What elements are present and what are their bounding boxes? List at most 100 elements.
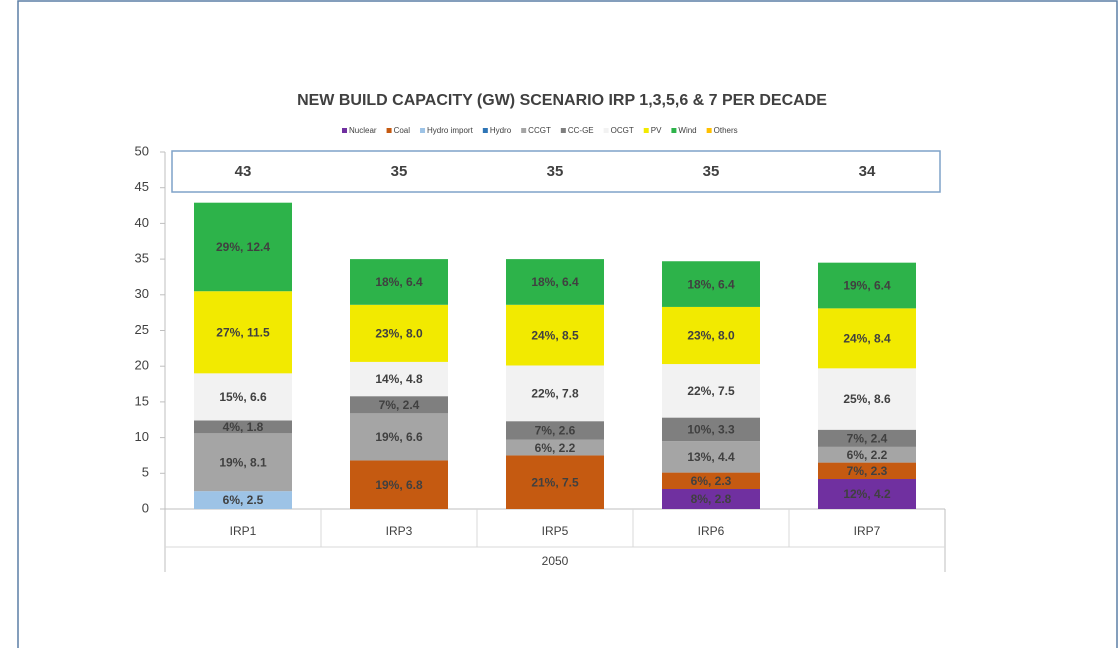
total-label: 35 xyxy=(391,163,408,180)
bar-segment xyxy=(662,489,760,509)
bar-segment xyxy=(506,365,604,422)
legend-swatch xyxy=(643,128,649,133)
bar-segment xyxy=(350,460,448,509)
x-tick-label: IRP1 xyxy=(230,524,257,538)
legend-swatch xyxy=(342,128,347,133)
legend-label: CC-GE xyxy=(568,126,594,135)
data-label: 22%, 7.5 xyxy=(687,384,735,398)
y-tick-label: 0 xyxy=(142,500,149,515)
bar-segment xyxy=(662,261,760,307)
data-label: 4%, 1.8 xyxy=(223,420,264,434)
group-label: 2050 xyxy=(542,554,569,568)
data-label: 7%, 2.4 xyxy=(379,398,420,412)
data-label: 29%, 12.4 xyxy=(216,240,270,254)
bar-segment xyxy=(506,455,604,509)
legend-label: Others xyxy=(714,126,738,135)
x-tick-label: IRP6 xyxy=(698,524,725,538)
legend-label: Hydro import xyxy=(427,126,474,135)
data-label: 24%, 8.5 xyxy=(531,328,579,342)
bar-segment xyxy=(350,413,448,461)
legend-label: Coal xyxy=(394,126,411,135)
bar-segment xyxy=(194,491,292,509)
y-tick-label: 35 xyxy=(135,251,149,266)
legend-swatch xyxy=(706,128,712,133)
data-label: 19%, 6.4 xyxy=(843,279,891,293)
data-label: 19%, 6.8 xyxy=(375,478,423,492)
data-label: 6%, 2.2 xyxy=(847,448,888,462)
bar-segment xyxy=(818,262,916,309)
data-label: 23%, 8.0 xyxy=(687,329,735,343)
bar-segment xyxy=(818,462,916,480)
y-tick-label: 50 xyxy=(135,143,149,158)
data-label: 6%, 2.5 xyxy=(223,493,264,507)
data-label: 13%, 4.4 xyxy=(687,450,735,464)
bar-segment xyxy=(818,368,916,430)
data-label: 23%, 8.0 xyxy=(375,327,423,341)
legend-swatch xyxy=(671,128,677,133)
chart-title: NEW BUILD CAPACITY (GW) SCENARIO IRP 1,3… xyxy=(297,92,827,109)
bar-segment xyxy=(818,446,916,463)
data-label: 18%, 6.4 xyxy=(531,275,579,289)
bar-segment xyxy=(350,259,448,305)
legend-label: Hydro xyxy=(490,126,512,135)
bar-segment xyxy=(662,364,760,418)
x-tick-label: IRP3 xyxy=(386,524,413,538)
bar-segment xyxy=(194,373,292,421)
data-label: 7%, 2.3 xyxy=(847,464,888,478)
data-label: 18%, 6.4 xyxy=(375,275,423,289)
legend-swatch xyxy=(603,128,609,133)
legend-swatch xyxy=(560,128,566,133)
legend-label: OCGT xyxy=(611,126,634,135)
legend-swatch xyxy=(386,128,392,133)
legend-label: CCGT xyxy=(528,126,551,135)
bar-segment xyxy=(506,259,604,305)
data-label: 27%, 11.5 xyxy=(216,325,270,339)
data-label: 10%, 3.3 xyxy=(687,423,735,437)
bar-segment xyxy=(662,441,760,473)
y-tick-label: 5 xyxy=(142,465,149,480)
bar-segment xyxy=(818,479,916,509)
bar-segment xyxy=(818,429,916,447)
data-label: 15%, 6.6 xyxy=(219,390,267,404)
data-label: 22%, 7.8 xyxy=(531,387,579,401)
data-label: 8%, 2.8 xyxy=(691,492,732,506)
total-label: 35 xyxy=(547,163,564,180)
bar-segment xyxy=(662,417,760,442)
legend-swatch xyxy=(482,128,488,133)
bar-segment xyxy=(662,472,760,490)
y-tick-label: 10 xyxy=(135,429,149,444)
bar-segment xyxy=(506,421,604,440)
x-tick-label: IRP5 xyxy=(542,524,569,538)
data-label: 19%, 8.1 xyxy=(219,455,267,469)
total-label: 35 xyxy=(703,163,720,180)
totals-box xyxy=(171,150,941,193)
y-tick-label: 15 xyxy=(135,393,149,408)
legend-swatch xyxy=(521,128,527,133)
bar-segment xyxy=(818,308,916,369)
data-label: 7%, 2.4 xyxy=(847,431,888,445)
legend-swatch xyxy=(420,128,426,133)
data-label: 19%, 6.6 xyxy=(375,430,423,444)
legend-label: PV xyxy=(651,126,662,135)
data-label: 14%, 4.8 xyxy=(375,372,423,386)
total-label: 43 xyxy=(235,163,252,180)
y-tick-label: 25 xyxy=(135,322,149,337)
bar-segment xyxy=(350,304,448,362)
bar-segment xyxy=(350,361,448,397)
y-tick-label: 45 xyxy=(135,179,149,194)
bar-segment xyxy=(506,439,604,456)
data-label: 25%, 8.6 xyxy=(843,392,891,406)
y-tick-label: 30 xyxy=(135,286,149,301)
total-label: 34 xyxy=(859,163,876,180)
x-tick-label: IRP7 xyxy=(854,524,881,538)
bar-segment xyxy=(350,396,448,414)
data-label: 7%, 2.6 xyxy=(535,424,576,438)
bar-segment xyxy=(194,420,292,434)
y-tick-label: 20 xyxy=(135,358,149,373)
bar-segment xyxy=(194,433,292,492)
y-tick-label: 40 xyxy=(135,215,149,230)
legend-label: Nuclear xyxy=(349,126,377,135)
data-label: 6%, 2.3 xyxy=(691,474,732,488)
bar-segment xyxy=(662,306,760,365)
